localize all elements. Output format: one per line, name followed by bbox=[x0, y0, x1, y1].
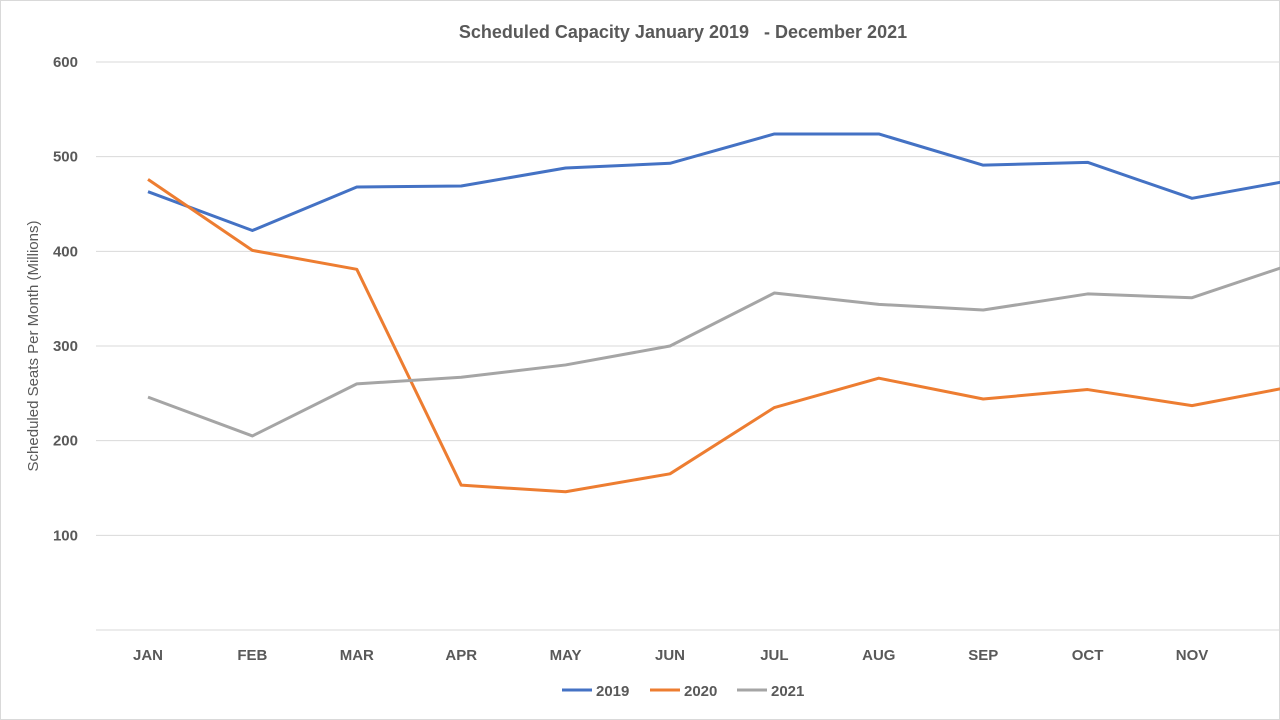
legend-item-2021: 2021 bbox=[737, 683, 804, 700]
legend-item-2019: 2019 bbox=[562, 683, 629, 700]
chart-title: Scheduled Capacity January 2019 - Decemb… bbox=[459, 22, 907, 42]
x-tick-label: MAY bbox=[550, 647, 582, 664]
y-tick-label: 100 bbox=[53, 527, 78, 544]
x-tick-label: AUG bbox=[862, 647, 895, 664]
y-tick-label: 500 bbox=[53, 149, 78, 166]
x-tick-label: APR bbox=[445, 647, 477, 664]
y-tick-label: 200 bbox=[53, 433, 78, 450]
legend-label: 2021 bbox=[771, 683, 804, 700]
series-line-2019 bbox=[147, 132, 1280, 233]
x-tick-label: JAN bbox=[133, 647, 163, 664]
legend-item-2020: 2020 bbox=[650, 683, 717, 700]
x-tick-label: MAR bbox=[340, 647, 374, 664]
x-tick-label: FEB bbox=[237, 647, 267, 664]
series-line-2020 bbox=[147, 178, 1280, 494]
x-tick-label: SEP bbox=[968, 647, 998, 664]
y-tick-label: 400 bbox=[53, 243, 78, 260]
x-tick-label: OCT bbox=[1072, 647, 1104, 664]
legend-label: 2020 bbox=[684, 683, 717, 700]
series-line-2021 bbox=[147, 266, 1280, 438]
x-tick-label: JUN bbox=[655, 647, 685, 664]
y-tick-label: 300 bbox=[53, 338, 78, 355]
legend-label: 2019 bbox=[596, 683, 629, 700]
x-tick-label: JUL bbox=[760, 647, 788, 664]
y-axis-label: Scheduled Seats Per Month (Millions) bbox=[25, 221, 42, 472]
y-tick-label: 600 bbox=[53, 54, 78, 71]
x-tick-label: NOV bbox=[1176, 647, 1209, 664]
